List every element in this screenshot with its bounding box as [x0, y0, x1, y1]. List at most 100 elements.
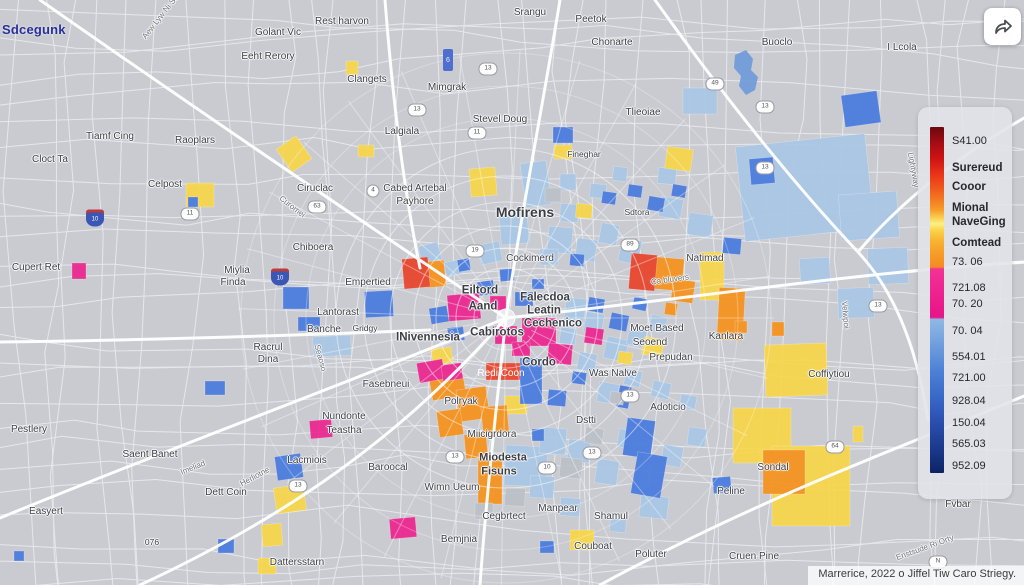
- census-tract[interactable]: [13, 550, 25, 562]
- census-tract[interactable]: [463, 432, 489, 460]
- census-tract[interactable]: [682, 87, 718, 115]
- census-tract[interactable]: [748, 156, 776, 186]
- census-tract[interactable]: [867, 247, 909, 285]
- legend-label: 928.04: [952, 395, 986, 407]
- census-tract[interactable]: [504, 487, 526, 507]
- census-tract[interactable]: [546, 342, 574, 366]
- census-tract[interactable]: [583, 426, 605, 446]
- census-tract[interactable]: [799, 256, 831, 286]
- census-tract[interactable]: [762, 449, 806, 495]
- census-tract[interactable]: [282, 286, 310, 310]
- census-tract[interactable]: [840, 90, 882, 128]
- census-tract[interactable]: [489, 295, 507, 311]
- census-tract[interactable]: [852, 425, 864, 443]
- census-tract[interactable]: [71, 262, 87, 280]
- census-tract[interactable]: [498, 208, 530, 246]
- census-tract[interactable]: [630, 451, 668, 499]
- census-tract[interactable]: [574, 202, 594, 220]
- census-tract[interactable]: [546, 225, 574, 255]
- census-tract[interactable]: [722, 236, 742, 256]
- census-tract[interactable]: [734, 320, 748, 334]
- share-button[interactable]: [984, 8, 1021, 45]
- census-tract[interactable]: [670, 183, 688, 199]
- census-tract[interactable]: [435, 408, 465, 438]
- census-tract[interactable]: [531, 278, 545, 290]
- census-tract[interactable]: [260, 522, 284, 548]
- census-tract[interactable]: [476, 279, 496, 297]
- census-tract[interactable]: [544, 187, 562, 203]
- census-tract[interactable]: [345, 60, 359, 76]
- census-tract[interactable]: [600, 190, 618, 206]
- legend-label: 70. 04: [952, 325, 983, 337]
- census-tract[interactable]: [388, 516, 418, 540]
- census-tract[interactable]: [547, 388, 567, 408]
- census-tract[interactable]: [594, 458, 620, 486]
- census-tract[interactable]: [187, 196, 199, 208]
- census-tract[interactable]: [650, 379, 672, 401]
- census-tract[interactable]: [558, 456, 584, 480]
- census-tract[interactable]: [456, 257, 472, 273]
- census-tract[interactable]: [664, 145, 694, 173]
- census-tract[interactable]: [308, 418, 334, 440]
- legend-label: 73. 06: [952, 256, 983, 268]
- census-tract[interactable]: [626, 183, 644, 199]
- map-watermark-logo: Sdcegunk: [2, 22, 66, 37]
- census-tract[interactable]: [763, 342, 829, 398]
- legend-label: 565.03: [952, 438, 986, 450]
- census-tract[interactable]: [559, 173, 577, 191]
- census-tract[interactable]: [468, 166, 498, 198]
- census-tract[interactable]: [712, 475, 732, 495]
- census-tract[interactable]: [275, 135, 313, 173]
- census-tract[interactable]: [647, 313, 669, 335]
- census-tract[interactable]: [440, 362, 464, 382]
- census-tract[interactable]: [539, 248, 559, 266]
- census-tract[interactable]: [622, 416, 656, 460]
- census-tract[interactable]: [686, 426, 708, 448]
- census-tract[interactable]: [558, 496, 582, 518]
- census-tract[interactable]: [646, 195, 666, 213]
- census-tract[interactable]: [511, 341, 531, 357]
- census-tract[interactable]: [553, 144, 573, 160]
- census-tract[interactable]: [297, 316, 321, 332]
- census-tract[interactable]: [583, 326, 605, 346]
- ring-roads: [238, 50, 774, 585]
- census-tract[interactable]: [528, 474, 556, 500]
- census-tract[interactable]: [257, 557, 277, 575]
- census-tract[interactable]: [608, 311, 630, 333]
- census-tract[interactable]: [514, 291, 534, 307]
- census-tract[interactable]: [640, 335, 666, 359]
- legend-label: NaveGing: [952, 216, 1006, 228]
- census-tract[interactable]: [609, 517, 627, 533]
- census-tract[interactable]: [519, 357, 543, 405]
- census-tract[interactable]: [552, 126, 574, 144]
- census-tract[interactable]: [531, 428, 545, 442]
- census-tract[interactable]: [539, 540, 555, 554]
- census-tract[interactable]: [569, 253, 585, 267]
- census-tract[interactable]: [678, 393, 698, 411]
- census-tract[interactable]: [657, 166, 677, 186]
- census-tract[interactable]: [312, 334, 352, 358]
- census-tract[interactable]: [204, 380, 226, 396]
- census-tract[interactable]: [616, 350, 634, 366]
- legend-label: Comtead: [952, 237, 1002, 249]
- census-tract[interactable]: [558, 326, 578, 346]
- census-tract[interactable]: [428, 305, 450, 325]
- census-tract[interactable]: [570, 370, 588, 386]
- census-tract[interactable]: [446, 292, 482, 322]
- census-tract[interactable]: [837, 287, 875, 319]
- census-tract[interactable]: [521, 317, 557, 347]
- census-tract[interactable]: [274, 452, 304, 482]
- census-tract[interactable]: [598, 222, 620, 246]
- census-tract[interactable]: [686, 212, 714, 238]
- census-tract[interactable]: [611, 165, 629, 183]
- census-tract[interactable]: [364, 289, 394, 319]
- census-tract[interactable]: [771, 321, 785, 337]
- legend-colorbar: [930, 127, 944, 473]
- census-tract[interactable]: [663, 301, 679, 317]
- census-tract[interactable]: [569, 529, 595, 551]
- census-tract[interactable]: [628, 252, 658, 292]
- census-tract[interactable]: [623, 368, 643, 388]
- census-tract[interactable]: [357, 144, 375, 158]
- census-tract[interactable]: [576, 351, 598, 373]
